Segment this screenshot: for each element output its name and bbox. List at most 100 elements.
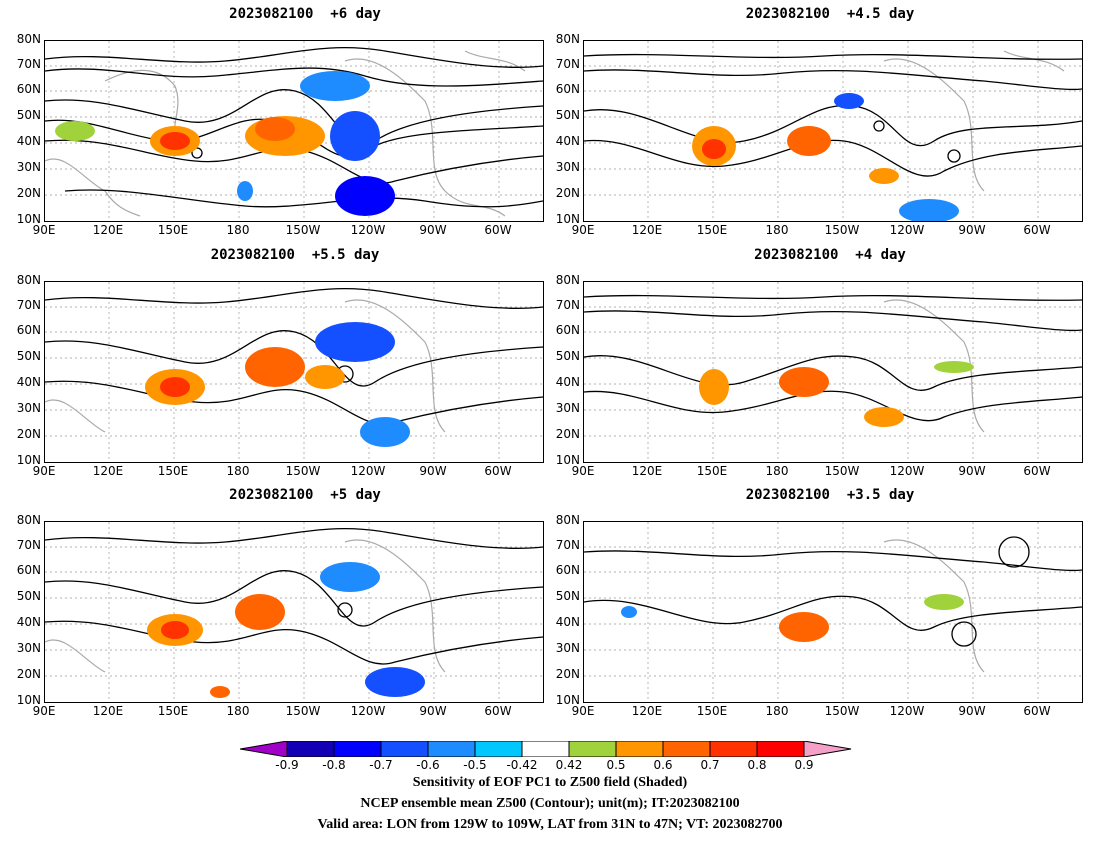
- map-graphic: [45, 282, 543, 462]
- lon-tick-label: 90W: [419, 223, 447, 237]
- lat-tick-label: 60N: [555, 563, 580, 577]
- lat-tick-label: 10N: [555, 453, 580, 467]
- colorbar-segment: [756, 741, 805, 757]
- lat-tick-label: 60N: [16, 323, 41, 337]
- lon-tick-label: 180: [226, 223, 250, 237]
- colorbar-segment: [474, 741, 523, 757]
- lat-tick-label: 40N: [555, 134, 580, 148]
- lon-tick-label: 60W: [484, 704, 512, 718]
- map-graphic: [45, 522, 543, 702]
- lon-tick-label: 90W: [958, 704, 986, 718]
- caption-line3: Valid area: LON from 129W to 109W, LAT f…: [317, 817, 783, 832]
- lat-tick-label: 40N: [555, 375, 580, 389]
- lat-tick-label: 10N: [16, 212, 41, 226]
- lat-tick-label: 30N: [16, 401, 41, 415]
- colorbar-segment: [427, 741, 476, 757]
- lat-tick-label: 30N: [555, 401, 580, 415]
- lat-tick-label: 50N: [555, 108, 580, 122]
- lon-tick-label: 120E: [631, 704, 663, 718]
- colorbar: [240, 741, 852, 757]
- lon-tick-label: 90E: [32, 704, 56, 718]
- panel-title: 2023082100 +5 day: [229, 487, 381, 503]
- lon-tick-label: 180: [226, 704, 250, 718]
- lat-tick-label: 30N: [555, 641, 580, 655]
- panel-title: 2023082100 +3.5 day: [745, 487, 915, 503]
- map-panel-4-5day: [583, 40, 1083, 222]
- lat-tick-label: 40N: [16, 375, 41, 389]
- colorbar-tick-label: -0.42: [506, 758, 538, 772]
- lat-tick-label: 20N: [555, 186, 580, 200]
- lon-tick-label: 150W: [824, 464, 860, 478]
- colorbar-segment: [662, 741, 711, 757]
- colorbar-tick-label: 0.42: [555, 758, 583, 772]
- lat-tick-label: 70N: [555, 57, 580, 71]
- lon-tick-label: 120E: [92, 223, 124, 237]
- lon-tick-label: 90E: [32, 464, 56, 478]
- lon-tick-label: 90W: [419, 464, 447, 478]
- colorbar-tick-label: 0.5: [606, 758, 626, 772]
- lat-tick-label: 40N: [16, 134, 41, 148]
- lat-tick-label: 20N: [16, 667, 41, 681]
- lon-tick-label: 120W: [889, 704, 925, 718]
- colorbar-segment: [333, 741, 382, 757]
- map-panel-6day: [44, 40, 544, 222]
- lon-tick-label: 150E: [157, 704, 189, 718]
- lon-tick-label: 60W: [1023, 223, 1051, 237]
- lon-tick-label: 60W: [484, 464, 512, 478]
- lat-tick-label: 80N: [555, 513, 580, 527]
- lon-tick-label: 150E: [696, 704, 728, 718]
- colorbar-tick-label: -0.6: [416, 758, 440, 772]
- lat-tick-label: 50N: [16, 108, 41, 122]
- colorbar-segment: [568, 741, 617, 757]
- lat-tick-label: 10N: [555, 693, 580, 707]
- lon-tick-label: 120E: [631, 223, 663, 237]
- map-graphic: [584, 522, 1082, 702]
- lon-tick-label: 90W: [419, 704, 447, 718]
- colorbar-tick-label: 0.7: [700, 758, 720, 772]
- lat-tick-label: 30N: [16, 641, 41, 655]
- lon-tick-label: 180: [765, 223, 789, 237]
- lon-tick-label: 150E: [696, 464, 728, 478]
- panel-title: 2023082100 +4.5 day: [745, 6, 915, 22]
- lat-tick-label: 80N: [555, 32, 580, 46]
- colorbar-tick-label: 0.9: [794, 758, 814, 772]
- lat-tick-label: 60N: [555, 82, 580, 96]
- lon-tick-label: 90E: [571, 223, 595, 237]
- lon-tick-label: 150E: [696, 223, 728, 237]
- lat-tick-label: 10N: [555, 212, 580, 226]
- lon-tick-label: 120W: [350, 704, 386, 718]
- lon-tick-label: 120E: [631, 464, 663, 478]
- map-graphic: [584, 41, 1082, 221]
- lat-tick-label: 20N: [16, 186, 41, 200]
- lon-tick-label: 180: [765, 464, 789, 478]
- lon-tick-label: 150E: [157, 464, 189, 478]
- lon-tick-label: 90W: [958, 464, 986, 478]
- colorbar-tick-label: -0.8: [322, 758, 346, 772]
- lat-tick-label: 60N: [16, 82, 41, 96]
- lat-tick-label: 40N: [555, 615, 580, 629]
- colorbar-tick-label: -0.7: [369, 758, 393, 772]
- colorbar-tick-label: 0.6: [653, 758, 673, 772]
- lat-tick-label: 60N: [555, 323, 580, 337]
- lon-tick-label: 120W: [889, 464, 925, 478]
- caption-line1: Sensitivity of EOF PC1 to Z500 field (Sh…: [412, 775, 688, 790]
- lon-tick-label: 120W: [350, 223, 386, 237]
- map-graphic: [45, 41, 543, 221]
- colorbar-segment: [709, 741, 758, 757]
- lat-tick-label: 30N: [16, 160, 41, 174]
- lon-tick-label: 90E: [571, 704, 595, 718]
- map-panel-3-5day: [583, 521, 1083, 703]
- caption-line2: NCEP ensemble mean Z500 (Contour); unit(…: [360, 796, 740, 811]
- panel-title: 2023082100 +5.5 day: [210, 247, 380, 263]
- lat-tick-label: 70N: [16, 298, 41, 312]
- lon-tick-label: 120W: [350, 464, 386, 478]
- colorbar-extend-low: [240, 741, 288, 757]
- lat-tick-label: 80N: [555, 273, 580, 287]
- map-panel-4day: [583, 281, 1083, 463]
- lon-tick-label: 150W: [285, 223, 321, 237]
- colorbar-segment: [521, 741, 570, 757]
- lat-tick-label: 60N: [16, 563, 41, 577]
- map-graphic: [584, 282, 1082, 462]
- panel-title: 2023082100 +6 day: [229, 6, 381, 22]
- lat-tick-label: 30N: [555, 160, 580, 174]
